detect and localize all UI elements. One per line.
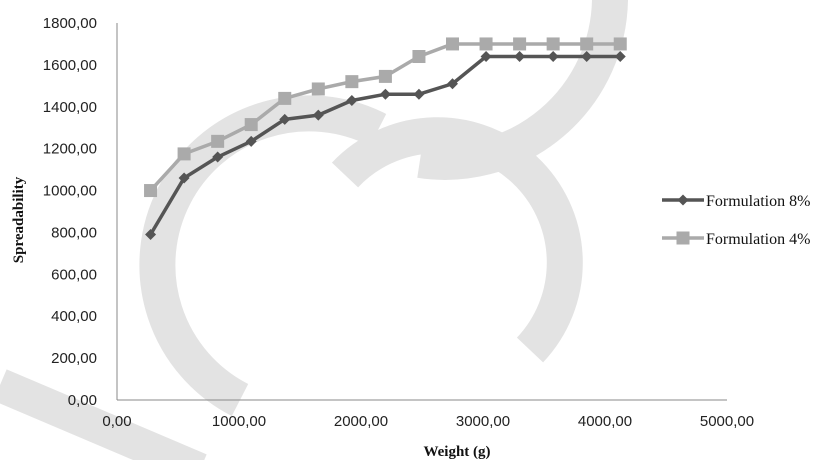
- data-point: [614, 51, 626, 63]
- y-tick-label: 1400,00: [43, 99, 97, 116]
- watermark-arc-2: [331, 117, 583, 363]
- data-point: [479, 37, 493, 51]
- data-point: [311, 82, 325, 96]
- data-point: [211, 134, 225, 148]
- data-point: [513, 37, 527, 51]
- data-point: [312, 109, 324, 121]
- data-point: [514, 51, 526, 63]
- watermark-arc-3: [417, 0, 629, 180]
- x-tick-label: 5000,00: [700, 413, 754, 430]
- x-tick-label: 2000,00: [334, 413, 388, 430]
- series-formulation-8: [145, 51, 626, 241]
- y-tick-label: 1600,00: [43, 57, 97, 74]
- y-tick-label: 1800,00: [43, 15, 97, 32]
- legend-item: Formulation 4%: [662, 231, 810, 248]
- x-tick-label: 0,00: [102, 413, 131, 430]
- data-point: [178, 172, 190, 184]
- y-axis-label: Spreadability: [11, 176, 27, 263]
- data-point: [278, 91, 292, 105]
- data-point: [145, 229, 157, 241]
- y-tick-label: 1000,00: [43, 183, 97, 200]
- data-point: [446, 37, 459, 51]
- legend-label: Formulation 8%: [706, 193, 810, 210]
- data-point: [447, 78, 458, 90]
- data-point: [547, 51, 559, 63]
- data-point: [346, 94, 358, 106]
- legend-marker: [677, 194, 689, 206]
- series-layer: [144, 37, 627, 241]
- series-formulation-4: [144, 37, 627, 198]
- y-tick-label: 600,00: [51, 266, 97, 283]
- watermark-stroke-4: [0, 369, 207, 460]
- data-point: [378, 69, 392, 83]
- axes: [116, 23, 727, 401]
- legend-item: Formulation 8%: [662, 193, 810, 210]
- y-axis-ticks: 0,00 200,00 400,00 600,00 800,00 1000,00 1200,…: [43, 15, 97, 409]
- y-tick-label: 0,00: [68, 392, 97, 409]
- x-tick-label: 1000,00: [212, 413, 266, 430]
- x-axis-label: Weight (g): [423, 444, 490, 460]
- y-tick-label: 400,00: [51, 308, 97, 325]
- y-tick-label: 1200,00: [43, 141, 97, 158]
- data-point: [613, 37, 627, 51]
- data-point: [212, 151, 224, 163]
- data-point: [413, 88, 425, 100]
- x-tick-label: 3000,00: [456, 413, 510, 430]
- data-point: [245, 135, 257, 147]
- y-tick-label: 800,00: [51, 224, 97, 241]
- x-axis-ticks: 0,00 1000,00 2000,00 3000,00 4000,00 5000,00: [102, 413, 754, 430]
- data-point: [177, 147, 191, 161]
- legend-marker: [676, 231, 690, 245]
- data-point: [345, 75, 359, 89]
- data-point: [546, 37, 560, 51]
- data-point: [279, 113, 291, 125]
- x-tick-label: 4000,00: [578, 413, 632, 430]
- data-point: [244, 118, 258, 132]
- data-point: [480, 51, 492, 63]
- y-tick-label: 200,00: [51, 350, 97, 367]
- data-point: [580, 37, 594, 51]
- legend-label: Formulation 4%: [706, 231, 810, 248]
- data-point: [412, 50, 426, 64]
- legend: Formulation 8% Formulation 4%: [662, 193, 810, 248]
- data-point: [144, 184, 158, 198]
- data-point: [581, 51, 593, 63]
- data-point: [379, 88, 391, 100]
